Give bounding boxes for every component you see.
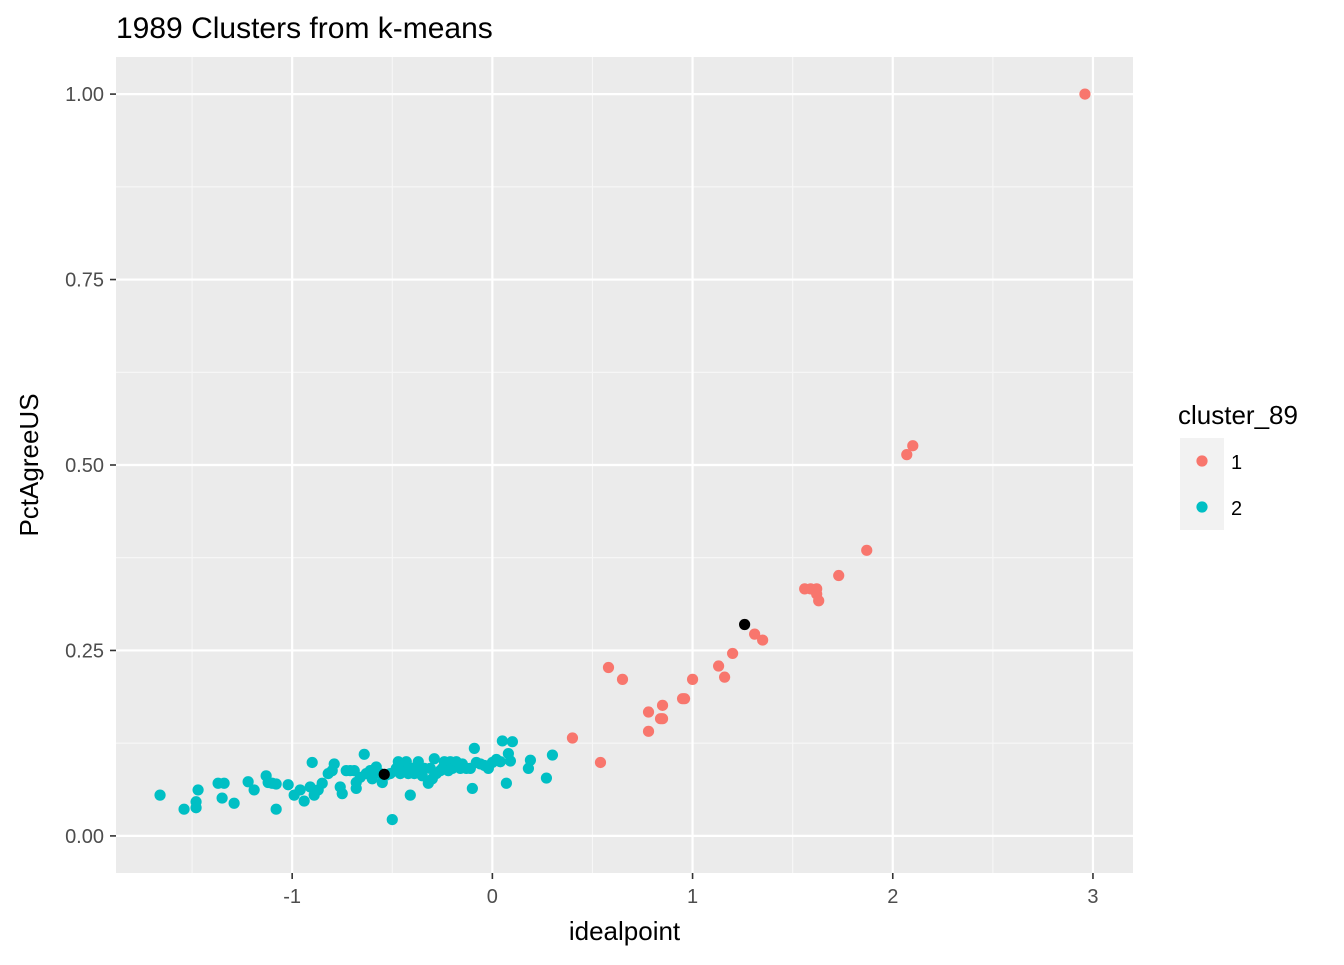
data-point xyxy=(813,595,825,607)
x-axis: -1 0 1 2 3 xyxy=(283,873,1099,908)
x-tick-label: 3 xyxy=(1087,886,1098,908)
data-point xyxy=(216,792,228,804)
data-point xyxy=(270,803,282,815)
data-point xyxy=(749,628,761,640)
y-tick-label: 0.00 xyxy=(65,826,104,848)
data-point xyxy=(656,699,669,711)
legend: cluster_89 12 xyxy=(1178,400,1298,530)
centroid-point xyxy=(739,618,751,631)
data-point xyxy=(218,777,230,789)
data-point xyxy=(270,778,282,790)
data-point xyxy=(506,736,518,748)
data-point xyxy=(757,634,769,646)
data-point xyxy=(316,777,328,789)
legend-swatch xyxy=(1196,455,1208,467)
data-point xyxy=(907,440,919,452)
x-axis-label: idealpoint xyxy=(569,916,681,946)
x-tick-label: -1 xyxy=(283,886,301,908)
data-point xyxy=(833,569,845,582)
y-axis-label: PctAgreeUS xyxy=(14,393,44,536)
data-point xyxy=(602,661,615,674)
legend-swatch xyxy=(1196,501,1208,513)
data-point xyxy=(494,756,506,768)
data-point xyxy=(358,748,370,760)
data-point xyxy=(428,753,440,765)
data-point xyxy=(861,544,873,556)
chart-title: 1989 Clusters from k-means xyxy=(116,12,493,45)
data-point xyxy=(678,693,691,705)
y-tick-label: 0.25 xyxy=(65,640,104,662)
data-point xyxy=(306,756,318,769)
data-point xyxy=(242,776,254,788)
data-point xyxy=(727,647,739,660)
data-point xyxy=(504,755,516,767)
data-point xyxy=(386,813,398,826)
legend-label: 2 xyxy=(1231,498,1242,520)
legend-title: cluster_89 xyxy=(1178,400,1298,430)
data-point xyxy=(404,789,416,801)
data-point xyxy=(642,725,655,737)
data-point xyxy=(686,673,699,685)
data-point xyxy=(656,713,669,725)
data-point xyxy=(154,789,166,801)
data-point xyxy=(524,754,537,766)
data-point xyxy=(192,784,204,796)
y-tick-label: 1.00 xyxy=(65,84,104,106)
data-point xyxy=(466,782,478,795)
x-tick-label: 0 xyxy=(487,886,498,908)
y-tick-label: 0.75 xyxy=(65,270,104,292)
data-point xyxy=(178,803,190,815)
data-point xyxy=(616,673,629,685)
x-tick-label: 2 xyxy=(887,886,898,908)
data-point xyxy=(642,706,655,718)
data-point xyxy=(594,756,607,769)
data-point xyxy=(566,732,579,744)
data-point xyxy=(328,758,340,770)
data-point xyxy=(468,742,480,754)
data-point xyxy=(282,779,294,791)
y-axis: 0.00 0.25 0.50 0.75 1.00 xyxy=(65,84,116,848)
data-point xyxy=(190,802,202,814)
data-point xyxy=(712,660,725,672)
x-tick-label: 1 xyxy=(687,886,698,908)
data-point xyxy=(496,735,508,747)
data-point xyxy=(228,797,240,809)
data-point xyxy=(718,671,731,683)
data-point xyxy=(248,784,260,796)
y-tick-label: 0.50 xyxy=(65,455,104,477)
legend-entries: 12 xyxy=(1180,438,1242,530)
data-point xyxy=(500,777,512,789)
data-point xyxy=(901,449,913,461)
data-point xyxy=(1079,88,1091,100)
centroid-point xyxy=(378,768,390,780)
centroid-points xyxy=(378,618,751,780)
data-point xyxy=(298,795,310,807)
data-point xyxy=(540,772,553,784)
legend-label: 1 xyxy=(1231,452,1242,474)
data-point xyxy=(336,788,348,800)
data-point xyxy=(546,749,559,761)
data-point xyxy=(294,784,306,796)
major-gridlines xyxy=(116,57,1133,873)
